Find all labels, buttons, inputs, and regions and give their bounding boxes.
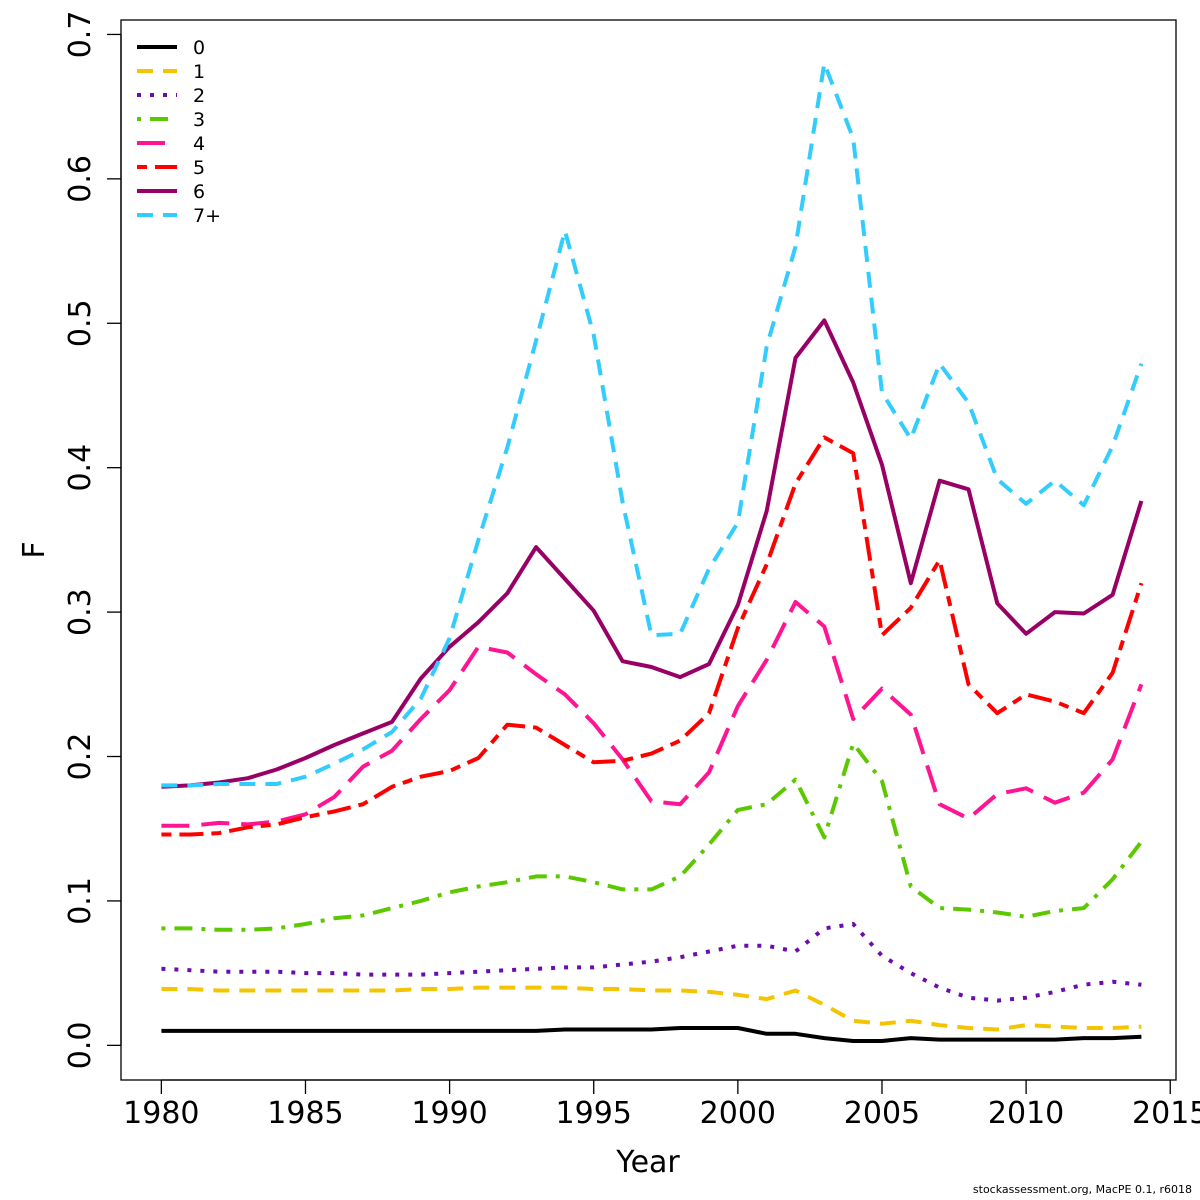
- y-axis-title: F: [17, 541, 52, 558]
- legend-label: 4: [193, 133, 205, 155]
- y-tick-label: 0.5: [63, 299, 98, 347]
- series-line-2: [161, 922, 1142, 1003]
- y-tick-label: 0.2: [63, 733, 98, 781]
- x-tick-label: 2005: [844, 1096, 920, 1131]
- legend-label: 7+: [193, 205, 221, 227]
- legend-label: 6: [193, 181, 205, 203]
- x-axis: 1980 1985 1990 1995 2000 2005 2010 2015: [123, 1079, 1200, 1131]
- x-tick-label: 2000: [700, 1096, 776, 1131]
- x-tick-label: 1995: [556, 1096, 632, 1131]
- legend-label: 3: [193, 109, 205, 131]
- series-line-6: [161, 318, 1144, 789]
- y-tick-label: 0.3: [63, 588, 98, 636]
- series-line-7plus: [161, 61, 1144, 788]
- legend-label: 1: [193, 61, 205, 83]
- x-tick-label: 1990: [411, 1096, 487, 1131]
- legend-label: 2: [193, 85, 205, 107]
- series-line-5: [161, 435, 1144, 837]
- series-line-0: [161, 1026, 1142, 1043]
- y-tick-label: 0.1: [63, 877, 98, 925]
- legend-label: 0: [193, 37, 205, 59]
- y-tick-label: 0.0: [63, 1021, 98, 1069]
- credit-text: stockassessment.org, MacPE 0.1, r6018: [972, 1183, 1192, 1196]
- y-tick-label: 0.6: [63, 155, 98, 203]
- x-tick-label: 2015: [1132, 1096, 1200, 1131]
- plot-frame: [120, 19, 1177, 1081]
- series-line-3: [161, 741, 1143, 932]
- y-tick-label: 0.7: [63, 11, 98, 59]
- legend-label: 5: [193, 157, 205, 179]
- series-line-4: [161, 600, 1144, 828]
- series-layer: [161, 61, 1144, 1043]
- y-tick-label: 0.4: [63, 444, 98, 492]
- x-tick-label: 1980: [123, 1096, 199, 1131]
- series-line-1: [161, 985, 1142, 1032]
- y-axis: 0.0 0.1 0.2 0.3 0.4 0.5 0.6 0.7: [63, 11, 122, 1069]
- x-tick-label: 2010: [988, 1096, 1064, 1131]
- x-axis-title: Year: [615, 1145, 680, 1180]
- x-tick-label: 1985: [267, 1096, 343, 1131]
